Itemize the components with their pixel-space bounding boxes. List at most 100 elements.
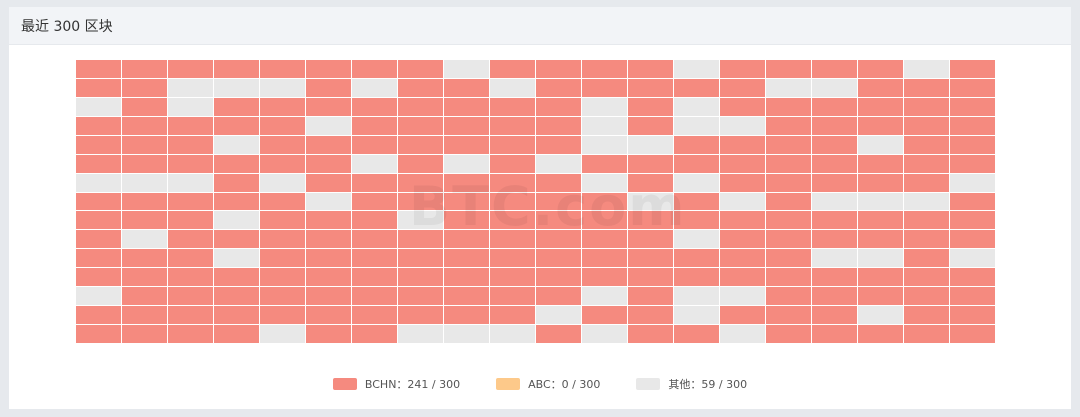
block-cell[interactable] bbox=[398, 306, 443, 325]
block-cell[interactable] bbox=[168, 173, 213, 192]
block-cell[interactable] bbox=[168, 60, 213, 78]
block-cell[interactable] bbox=[766, 325, 811, 343]
block-cell[interactable] bbox=[168, 192, 213, 211]
block-cell[interactable] bbox=[214, 192, 259, 211]
block-cell[interactable] bbox=[352, 173, 397, 192]
block-cell[interactable] bbox=[352, 78, 397, 97]
block-cell[interactable] bbox=[490, 268, 535, 287]
block-cell[interactable] bbox=[628, 116, 673, 135]
block-cell[interactable] bbox=[76, 192, 121, 211]
block-cell[interactable] bbox=[444, 306, 489, 325]
block-cell[interactable] bbox=[858, 268, 903, 287]
block-cell[interactable] bbox=[306, 230, 351, 249]
block-cell[interactable] bbox=[260, 325, 305, 343]
block-cell[interactable] bbox=[582, 306, 627, 325]
block-cell[interactable] bbox=[812, 60, 857, 78]
block-cell[interactable] bbox=[398, 192, 443, 211]
block-cell[interactable] bbox=[812, 211, 857, 230]
block-cell[interactable] bbox=[766, 211, 811, 230]
block-cell[interactable] bbox=[76, 268, 121, 287]
block-cell[interactable] bbox=[214, 154, 259, 173]
block-cell[interactable] bbox=[122, 116, 167, 135]
block-cell[interactable] bbox=[812, 249, 857, 268]
block-cell[interactable] bbox=[352, 306, 397, 325]
block-cell[interactable] bbox=[168, 268, 213, 287]
block-cell[interactable] bbox=[168, 154, 213, 173]
block-cell[interactable] bbox=[76, 249, 121, 268]
block-cell[interactable] bbox=[904, 78, 949, 97]
block-cell[interactable] bbox=[766, 154, 811, 173]
block-cell[interactable] bbox=[260, 60, 305, 78]
block-cell[interactable] bbox=[214, 78, 259, 97]
block-cell[interactable] bbox=[812, 325, 857, 343]
block-cell[interactable] bbox=[260, 230, 305, 249]
block-cell[interactable] bbox=[812, 116, 857, 135]
block-cell[interactable] bbox=[260, 306, 305, 325]
block-cell[interactable] bbox=[168, 78, 213, 97]
block-cell[interactable] bbox=[352, 116, 397, 135]
block-cell[interactable] bbox=[766, 173, 811, 192]
block-cell[interactable] bbox=[352, 230, 397, 249]
block-cell[interactable] bbox=[122, 135, 167, 154]
block-cell[interactable] bbox=[536, 230, 581, 249]
block-cell[interactable] bbox=[628, 154, 673, 173]
block-cell[interactable] bbox=[582, 230, 627, 249]
block-cell[interactable] bbox=[628, 173, 673, 192]
block-cell[interactable] bbox=[214, 230, 259, 249]
block-cell[interactable] bbox=[536, 249, 581, 268]
block-cell[interactable] bbox=[214, 268, 259, 287]
block-cell[interactable] bbox=[858, 211, 903, 230]
block-cell[interactable] bbox=[214, 211, 259, 230]
block-cell[interactable] bbox=[674, 154, 719, 173]
block-cell[interactable] bbox=[720, 97, 765, 116]
block-cell[interactable] bbox=[398, 211, 443, 230]
block-cell[interactable] bbox=[720, 192, 765, 211]
block-cell[interactable] bbox=[582, 135, 627, 154]
block-cell[interactable] bbox=[76, 97, 121, 116]
block-cell[interactable] bbox=[76, 154, 121, 173]
block-cell[interactable] bbox=[490, 97, 535, 116]
block-cell[interactable] bbox=[444, 60, 489, 78]
block-cell[interactable] bbox=[536, 306, 581, 325]
block-cell[interactable] bbox=[582, 325, 627, 343]
block-cell[interactable] bbox=[260, 173, 305, 192]
block-cell[interactable] bbox=[76, 230, 121, 249]
block-cell[interactable] bbox=[858, 325, 903, 343]
block-cell[interactable] bbox=[720, 78, 765, 97]
block-cell[interactable] bbox=[76, 306, 121, 325]
block-cell[interactable] bbox=[674, 306, 719, 325]
block-cell[interactable] bbox=[168, 287, 213, 306]
block-cell[interactable] bbox=[260, 211, 305, 230]
block-cell[interactable] bbox=[582, 173, 627, 192]
block-cell[interactable] bbox=[214, 60, 259, 78]
block-cell[interactable] bbox=[766, 78, 811, 97]
block-cell[interactable] bbox=[720, 60, 765, 78]
block-cell[interactable] bbox=[536, 154, 581, 173]
block-cell[interactable] bbox=[950, 97, 995, 116]
block-cell[interactable] bbox=[904, 249, 949, 268]
block-cell[interactable] bbox=[812, 173, 857, 192]
block-cell[interactable] bbox=[904, 230, 949, 249]
block-cell[interactable] bbox=[306, 325, 351, 343]
block-cell[interactable] bbox=[674, 78, 719, 97]
block-cell[interactable] bbox=[168, 211, 213, 230]
block-cell[interactable] bbox=[168, 97, 213, 116]
block-cell[interactable] bbox=[214, 97, 259, 116]
legend-item[interactable]: BCHN：241 / 300 bbox=[332, 376, 460, 392]
block-cell[interactable] bbox=[536, 173, 581, 192]
block-cell[interactable] bbox=[858, 306, 903, 325]
block-cell[interactable] bbox=[628, 60, 673, 78]
block-cell[interactable] bbox=[674, 230, 719, 249]
block-cell[interactable] bbox=[490, 192, 535, 211]
block-cell[interactable] bbox=[536, 325, 581, 343]
block-cell[interactable] bbox=[490, 173, 535, 192]
block-cell[interactable] bbox=[260, 287, 305, 306]
block-cell[interactable] bbox=[812, 306, 857, 325]
block-cell[interactable] bbox=[168, 249, 213, 268]
block-cell[interactable] bbox=[950, 211, 995, 230]
block-cell[interactable] bbox=[122, 60, 167, 78]
block-cell[interactable] bbox=[214, 249, 259, 268]
block-cell[interactable] bbox=[444, 192, 489, 211]
block-cell[interactable] bbox=[122, 154, 167, 173]
block-cell[interactable] bbox=[122, 268, 167, 287]
